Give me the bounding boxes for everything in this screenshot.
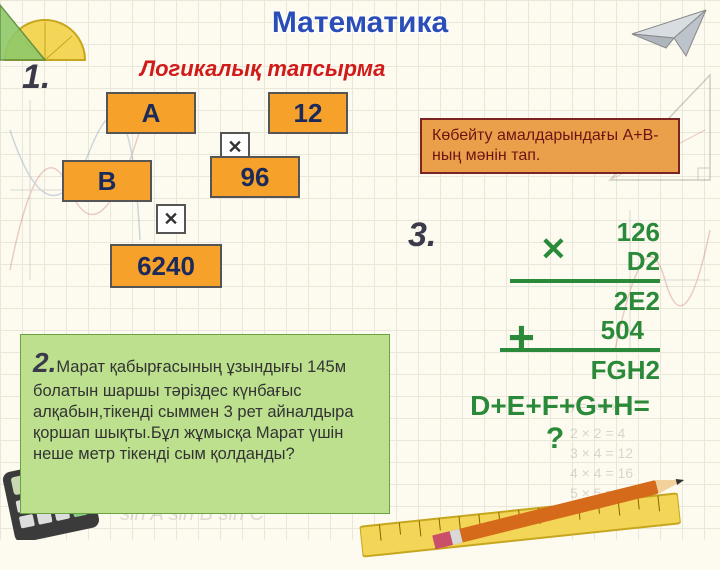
subtitle: Логикалық тапсырма bbox=[140, 56, 385, 82]
calc3-r4: 504 bbox=[430, 316, 690, 345]
task2-text: Марат қабырғасының ұзындығы 145м болатын… bbox=[33, 358, 354, 463]
task2-box: 2.Марат қабырғасының ұзындығы 145м болат… bbox=[20, 334, 390, 514]
box-6240: 6240 bbox=[110, 244, 222, 288]
box-B: В bbox=[62, 160, 152, 202]
hint-box: Көбейту амалдарындағы А+В-ның мәнін тап. bbox=[420, 118, 680, 174]
box-A: А bbox=[106, 92, 196, 134]
label-1: 1. bbox=[22, 58, 50, 97]
calc3-r5: FGH2 bbox=[430, 356, 690, 385]
calc3: 126 ✕ D2 2E2 + 504 FGH2 D+E+F+G+H= ? bbox=[430, 218, 690, 456]
svg-text:4 × 4 = 16: 4 × 4 = 16 bbox=[570, 465, 633, 481]
calc3-r3: 2E2 bbox=[430, 287, 690, 316]
page-title: Математика bbox=[0, 6, 720, 40]
plus-icon: + bbox=[508, 310, 535, 364]
box-12: 12 bbox=[268, 92, 348, 134]
box-96: 96 bbox=[210, 156, 300, 198]
multiply-icon-2: ✕ bbox=[156, 204, 186, 234]
calc3-bar1 bbox=[510, 279, 660, 283]
calc3-eq: D+E+F+G+H= bbox=[430, 391, 690, 422]
calc3-q: ? bbox=[430, 422, 690, 456]
multiply-icon-3: ✕ bbox=[540, 230, 561, 268]
label-2: 2. bbox=[33, 347, 56, 378]
